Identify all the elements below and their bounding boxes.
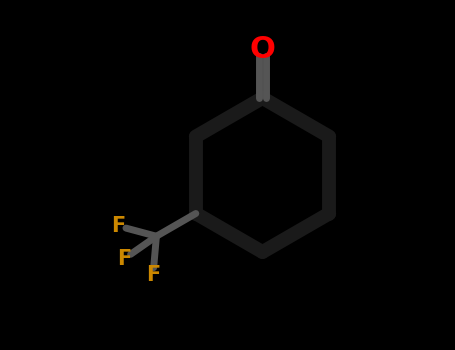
Text: O: O <box>249 35 275 64</box>
Text: F: F <box>117 249 131 269</box>
Text: F: F <box>111 216 126 236</box>
Text: F: F <box>146 265 160 285</box>
